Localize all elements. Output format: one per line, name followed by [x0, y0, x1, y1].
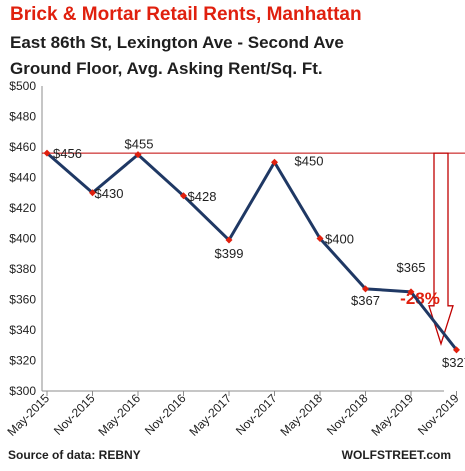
chart-title: Brick & Mortar Retail Rents, Manhattan: [10, 4, 362, 25]
x-tick-label: Nov-2016: [142, 391, 189, 438]
x-tick-label: Nov-2018: [324, 391, 371, 438]
x-tick-label: Nov-2017: [233, 391, 280, 438]
y-tick-label: $460: [9, 140, 36, 154]
data-label: $367: [351, 293, 380, 308]
x-tick-label: Nov-2015: [51, 391, 98, 438]
y-tick-label: $360: [9, 293, 36, 307]
data-point-marker: [316, 235, 324, 242]
data-label: $327: [442, 355, 465, 370]
x-tick-label: May-2015: [4, 391, 52, 439]
data-label: $400: [325, 232, 354, 247]
y-tick-label: $320: [9, 354, 36, 368]
y-tick-label: $300: [9, 384, 36, 398]
y-tick-label: $500: [9, 79, 36, 93]
data-point-marker: [43, 149, 51, 157]
x-tick-label: May-2018: [277, 391, 325, 439]
data-point-marker: [225, 236, 233, 244]
data-point-marker: [407, 288, 415, 296]
data-label: $430: [95, 186, 124, 201]
y-tick-label: $420: [9, 201, 36, 215]
x-tick-label: May-2016: [95, 391, 143, 439]
data-label: $456: [53, 146, 82, 161]
chart-subtitle: East 86th St, Lexington Ave - Second Ave: [10, 33, 344, 52]
y-tick-label: $480: [9, 110, 36, 124]
x-tick-label: Nov-2019: [415, 391, 462, 438]
data-point-marker: [271, 158, 278, 166]
series-line: [46, 151, 458, 351]
x-tick-label: May-2017: [186, 391, 234, 439]
series-layer: [43, 149, 460, 354]
data-label: $450: [295, 153, 324, 168]
data-label: $428: [188, 189, 217, 204]
y-tick-label: $440: [9, 171, 36, 185]
data-point-marker: [362, 285, 369, 293]
y-tick-label: $380: [9, 262, 36, 276]
data-point-marker: [180, 192, 187, 200]
data-label: $365: [397, 260, 426, 275]
data-point-marker: [453, 346, 460, 354]
data-point-marker: [89, 189, 96, 197]
decline-arrow: [428, 152, 454, 346]
data-label: $455: [125, 137, 154, 152]
brand-logo-text: WOLFSTREET.com: [341, 448, 451, 462]
data-point-marker: [134, 151, 142, 159]
y-tick-label: $340: [9, 323, 36, 337]
data-labels-layer: $456 $430 $455 $428 $399 $450 $400 $367 $365 $327: [53, 137, 465, 370]
data-label: $399: [215, 246, 244, 261]
y-tick-label: $400: [9, 232, 36, 246]
chart-axis-description: Ground Floor, Avg. Asking Rent/Sq. Ft.: [10, 59, 323, 78]
x-tick-label: May-2019: [368, 391, 416, 439]
source-note: Source of data: REBNY: [8, 448, 141, 462]
